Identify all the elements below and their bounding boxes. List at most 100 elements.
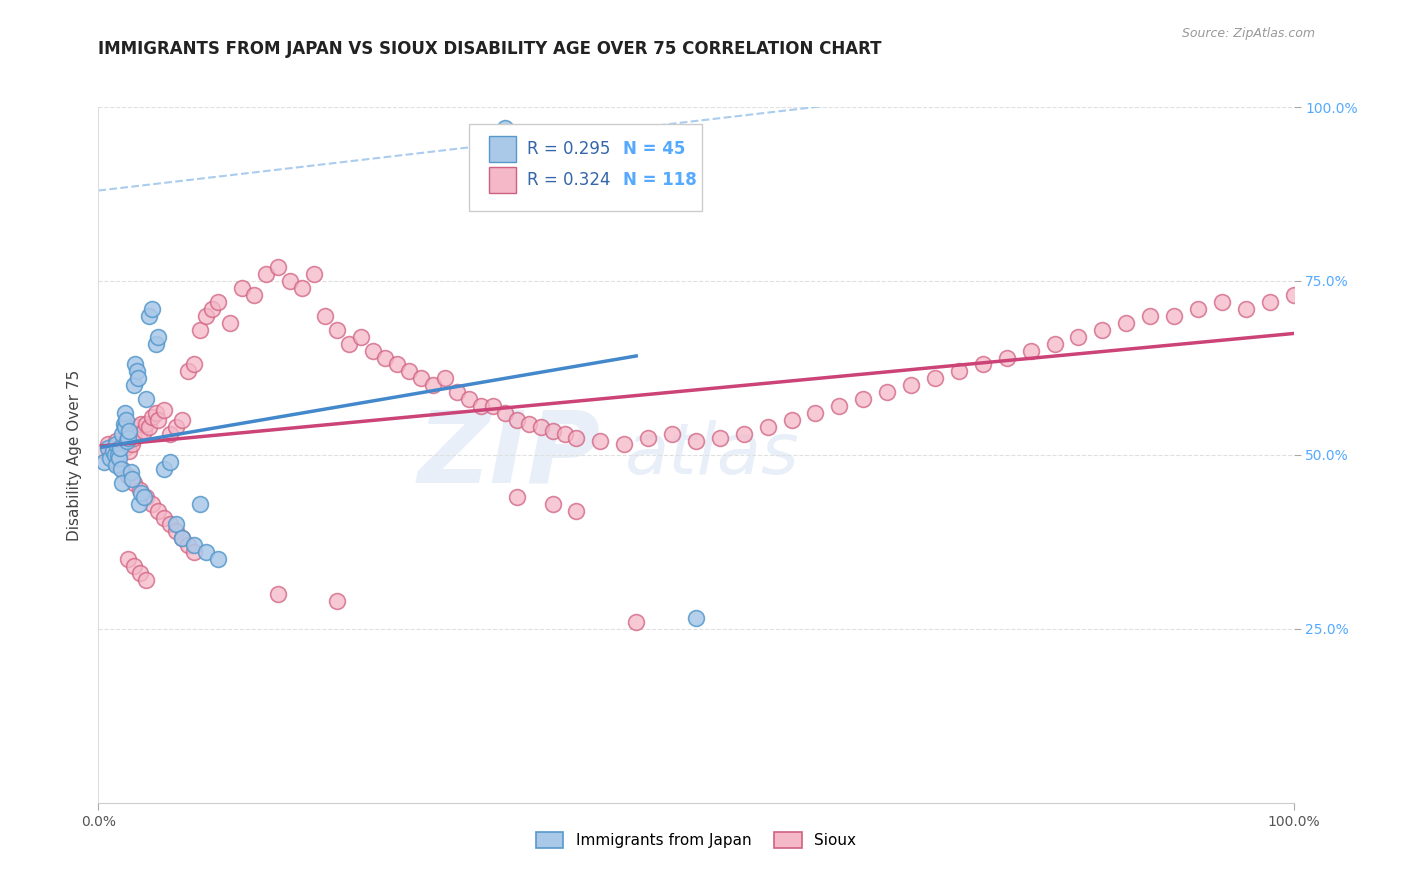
- Point: [101, 444, 124, 458]
- Point: [494, 406, 516, 420]
- Point: [97, 441, 120, 455]
- Point: [124, 430, 146, 444]
- Point: [107, 448, 129, 462]
- Point: [141, 497, 163, 511]
- Point: [105, 458, 128, 473]
- Point: [124, 378, 146, 392]
- Point: [1067, 329, 1090, 343]
- Point: [165, 420, 187, 434]
- Text: atlas: atlas: [624, 420, 799, 490]
- Point: [115, 434, 138, 448]
- Point: [626, 615, 648, 629]
- Point: [104, 451, 127, 466]
- Point: [138, 420, 160, 434]
- Point: [709, 430, 731, 444]
- Point: [326, 594, 349, 608]
- Point: [924, 371, 946, 385]
- Point: [117, 468, 139, 483]
- Point: [1163, 309, 1185, 323]
- Point: [124, 358, 146, 372]
- Point: [145, 406, 167, 420]
- Point: [153, 510, 176, 524]
- Point: [385, 358, 409, 372]
- Point: [506, 128, 529, 142]
- Point: [110, 462, 132, 476]
- Text: N = 45: N = 45: [623, 140, 686, 158]
- Point: [733, 427, 755, 442]
- Point: [114, 406, 136, 420]
- Point: [422, 378, 444, 392]
- Point: [804, 406, 827, 420]
- Point: [115, 434, 138, 448]
- Y-axis label: Disability Age Over 75: Disability Age Over 75: [67, 369, 83, 541]
- Point: [267, 587, 290, 601]
- Point: [434, 371, 457, 385]
- Point: [458, 392, 481, 407]
- Point: [1282, 288, 1305, 302]
- Point: [243, 288, 266, 302]
- Point: [135, 573, 157, 587]
- Point: [121, 472, 143, 486]
- Point: [219, 316, 242, 330]
- Point: [506, 490, 529, 504]
- Point: [201, 301, 224, 316]
- Point: [565, 430, 588, 444]
- Point: [131, 417, 153, 431]
- Point: [98, 448, 122, 462]
- FancyBboxPatch shape: [470, 124, 702, 211]
- Point: [108, 441, 131, 455]
- Point: [1115, 316, 1137, 330]
- Point: [188, 497, 211, 511]
- Point: [183, 538, 205, 552]
- Point: [120, 466, 142, 480]
- Point: [172, 532, 194, 546]
- Point: [105, 434, 128, 448]
- Point: [125, 364, 148, 378]
- Point: [138, 309, 160, 323]
- Point: [131, 486, 153, 500]
- Point: [108, 444, 131, 458]
- Point: [135, 392, 157, 407]
- Point: [565, 503, 588, 517]
- Point: [172, 413, 194, 427]
- Point: [159, 455, 181, 469]
- Point: [135, 490, 157, 504]
- Point: [828, 399, 851, 413]
- Point: [398, 364, 420, 378]
- Bar: [489, 167, 516, 194]
- Point: [117, 430, 139, 444]
- Point: [446, 385, 468, 400]
- Point: [541, 424, 564, 438]
- Point: [177, 364, 200, 378]
- Point: [128, 427, 150, 442]
- Point: [1019, 343, 1042, 358]
- Point: [111, 437, 134, 451]
- Text: R = 0.295: R = 0.295: [527, 140, 610, 158]
- Point: [339, 336, 361, 351]
- Point: [481, 399, 505, 413]
- Point: [132, 424, 155, 438]
- Point: [374, 351, 396, 365]
- Point: [637, 430, 659, 444]
- Point: [254, 267, 277, 281]
- Point: [900, 378, 922, 392]
- Point: [165, 524, 187, 539]
- Point: [93, 444, 115, 458]
- Point: [613, 437, 636, 451]
- Point: [756, 420, 779, 434]
- Point: [207, 294, 229, 309]
- Text: IMMIGRANTS FROM JAPAN VS SIOUX DISABILITY AGE OVER 75 CORRELATION CHART: IMMIGRANTS FROM JAPAN VS SIOUX DISABILIT…: [98, 40, 882, 58]
- Point: [129, 483, 152, 497]
- Point: [517, 417, 540, 431]
- Legend: Immigrants from Japan, Sioux: Immigrants from Japan, Sioux: [530, 826, 862, 855]
- Point: [411, 371, 433, 385]
- Point: [107, 448, 129, 462]
- Point: [129, 566, 152, 581]
- Point: [470, 399, 492, 413]
- Point: [1139, 309, 1161, 323]
- Point: [111, 462, 134, 476]
- Bar: [489, 136, 516, 162]
- Point: [148, 329, 170, 343]
- Point: [1091, 323, 1114, 337]
- Point: [1258, 294, 1281, 309]
